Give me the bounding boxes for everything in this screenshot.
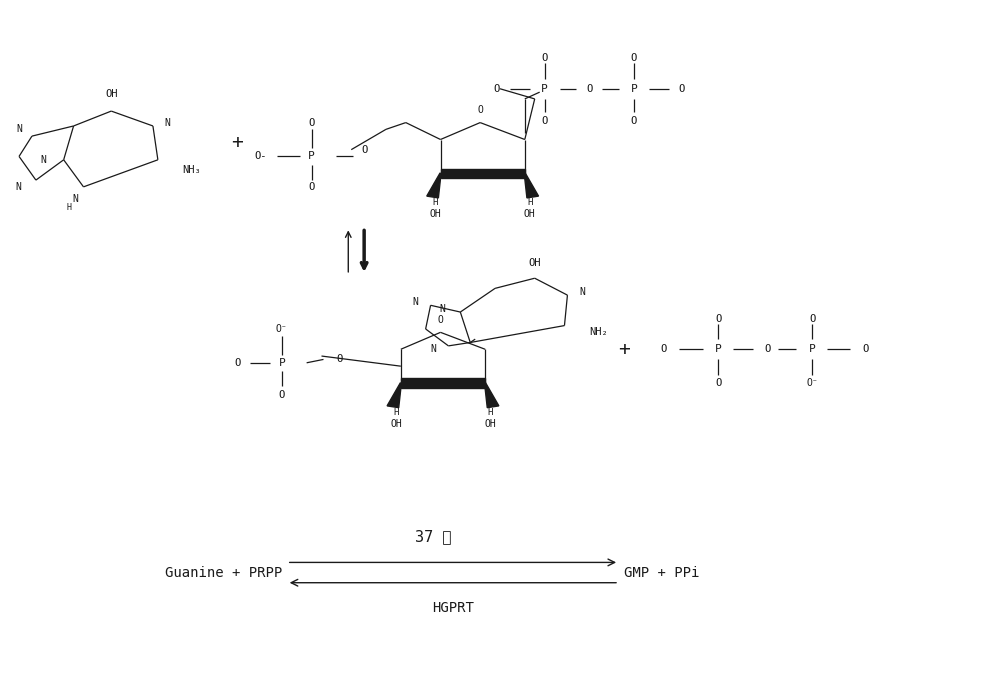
Text: O: O — [765, 345, 771, 354]
Text: N: N — [165, 118, 171, 127]
Text: N: N — [15, 182, 21, 192]
Text: H: H — [527, 198, 532, 207]
Text: O: O — [715, 314, 721, 324]
Text: O: O — [494, 84, 500, 94]
Text: HGPRT: HGPRT — [432, 601, 474, 615]
Polygon shape — [387, 383, 401, 408]
Text: H: H — [66, 203, 71, 212]
Polygon shape — [441, 169, 525, 178]
Text: N: N — [73, 194, 79, 204]
Text: O: O — [477, 105, 483, 115]
Text: NH₂: NH₂ — [589, 327, 608, 337]
Text: H: H — [487, 408, 493, 416]
Text: P: P — [541, 84, 548, 94]
Text: Guanine + PRPP: Guanine + PRPP — [165, 566, 282, 580]
Text: O: O — [660, 345, 667, 354]
Polygon shape — [524, 173, 539, 198]
Text: O: O — [308, 182, 315, 192]
Text: N: N — [431, 345, 437, 354]
Text: O: O — [438, 315, 443, 325]
Text: O: O — [862, 345, 868, 354]
Text: N: N — [579, 287, 585, 297]
Text: N: N — [440, 303, 445, 314]
Text: GMP + PPi: GMP + PPi — [624, 566, 699, 580]
Text: O: O — [679, 84, 685, 94]
Text: N: N — [40, 155, 46, 165]
Text: O: O — [542, 53, 548, 63]
Text: O: O — [308, 118, 315, 127]
Text: O⁻: O⁻ — [276, 324, 288, 334]
Text: O: O — [361, 145, 367, 155]
Polygon shape — [401, 378, 485, 388]
Text: O: O — [809, 314, 816, 324]
Text: P: P — [631, 84, 637, 94]
Text: O: O — [586, 84, 593, 94]
Text: NH₃: NH₃ — [183, 165, 201, 175]
Text: P: P — [809, 345, 816, 354]
Text: O: O — [336, 354, 343, 364]
Text: N: N — [413, 297, 419, 307]
Text: N: N — [16, 125, 22, 134]
Text: H: H — [393, 408, 399, 416]
Text: O: O — [234, 358, 240, 368]
Text: OH: OH — [524, 209, 536, 219]
Text: O-: O- — [254, 151, 267, 162]
Text: O: O — [279, 390, 285, 399]
Polygon shape — [427, 173, 441, 198]
Text: 37 ℃: 37 ℃ — [415, 530, 451, 544]
Text: P: P — [308, 151, 315, 162]
Text: O⁻: O⁻ — [806, 378, 818, 388]
Text: O: O — [542, 116, 548, 125]
Polygon shape — [485, 383, 499, 408]
Text: O: O — [715, 378, 721, 388]
Text: OH: OH — [105, 89, 118, 99]
Text: OH: OH — [484, 419, 496, 429]
Text: +: + — [231, 134, 243, 152]
Text: OH: OH — [430, 209, 441, 219]
Text: OH: OH — [390, 419, 402, 429]
Text: H: H — [433, 198, 438, 207]
Text: OH: OH — [528, 258, 541, 269]
Text: O: O — [631, 53, 637, 63]
Text: P: P — [278, 358, 285, 368]
Text: P: P — [715, 345, 722, 354]
Text: +: + — [618, 340, 630, 359]
Text: O: O — [631, 116, 637, 125]
